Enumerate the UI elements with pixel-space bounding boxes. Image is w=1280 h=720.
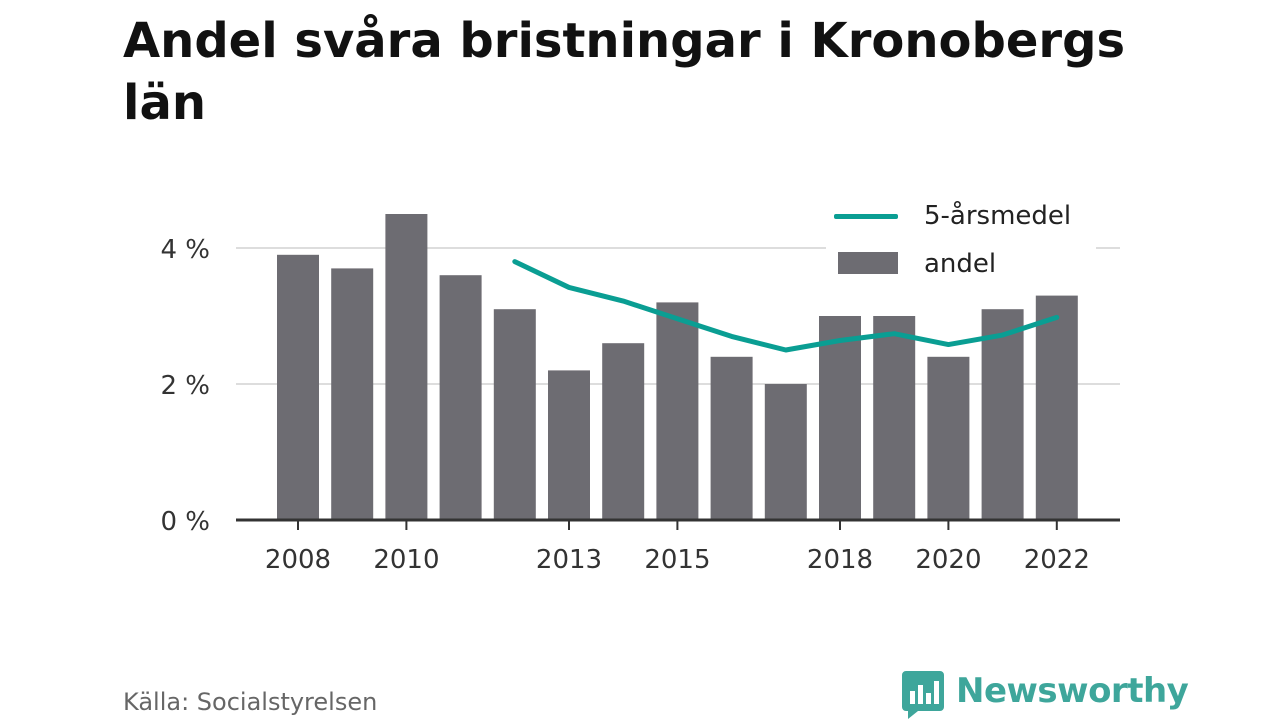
bar bbox=[1035, 295, 1078, 520]
y-tick-label: 4 % bbox=[160, 235, 210, 265]
legend-line-swatch bbox=[834, 214, 898, 219]
legend-label-line: 5-årsmedel bbox=[924, 201, 1072, 231]
legend-label-bar: andel bbox=[924, 249, 997, 279]
brand-name: Newsworthy bbox=[956, 671, 1189, 711]
bar bbox=[710, 356, 753, 520]
bar bbox=[927, 356, 970, 520]
bar bbox=[656, 302, 699, 520]
x-tick-label: 2015 bbox=[644, 545, 710, 575]
legend-item-bar: andel bbox=[826, 244, 1096, 284]
bar bbox=[764, 384, 807, 520]
bar bbox=[493, 309, 536, 520]
bar bbox=[981, 309, 1024, 520]
bar bbox=[385, 214, 428, 520]
legend: 5-årsmedel andel bbox=[826, 196, 1096, 288]
bar bbox=[602, 343, 645, 520]
legend-bar-swatch bbox=[838, 252, 898, 274]
legend-item-line: 5-årsmedel bbox=[826, 196, 1096, 236]
x-tick-label: 2013 bbox=[536, 545, 602, 575]
bar bbox=[548, 370, 590, 520]
brand: Newsworthy bbox=[900, 668, 1189, 719]
x-tick-label: 2022 bbox=[1024, 545, 1090, 575]
y-tick-label: 2 % bbox=[160, 371, 210, 401]
bar bbox=[331, 268, 374, 520]
x-tick-label: 2008 bbox=[265, 545, 331, 575]
bar bbox=[819, 316, 861, 520]
chart-title: Andel svåra bristningar i Kronobergs län bbox=[123, 13, 1126, 131]
bar bbox=[277, 254, 319, 521]
x-tick-label: 2010 bbox=[373, 545, 439, 575]
x-tick-label: 2020 bbox=[915, 545, 981, 575]
source-note: Källa: Socialstyrelsen bbox=[123, 688, 378, 716]
bar bbox=[873, 316, 916, 520]
bar bbox=[439, 275, 482, 520]
y-tick-label: 0 % bbox=[160, 507, 210, 537]
x-tick-label: 2018 bbox=[807, 545, 873, 575]
newsworthy-logo-icon bbox=[902, 671, 944, 719]
line-series-5-arsmedel bbox=[512, 259, 1060, 353]
